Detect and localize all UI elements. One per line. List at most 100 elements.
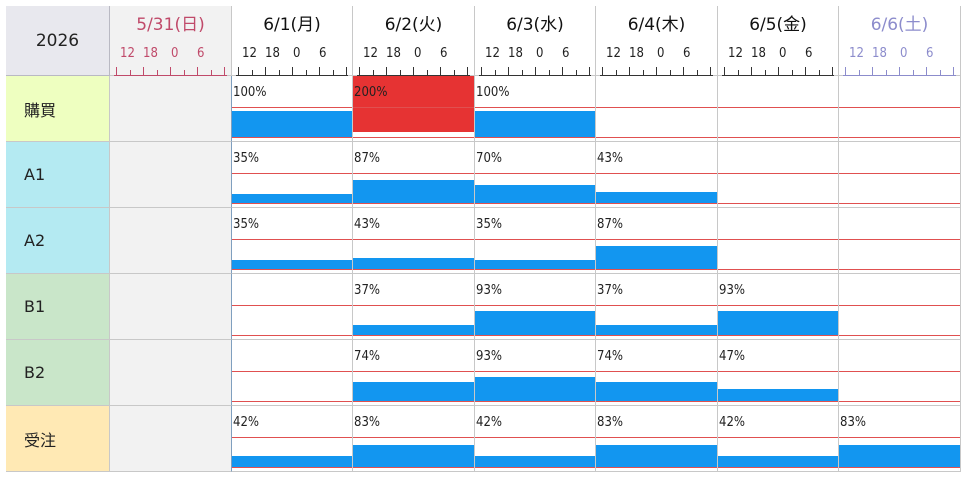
cell-midline (718, 305, 838, 306)
date-header[interactable]: 6/1(月) 12 18 0 6 (232, 6, 353, 76)
schedule-cell[interactable]: 42% (475, 406, 596, 472)
cell-baseline (718, 137, 838, 138)
load-bar (596, 192, 717, 203)
schedule-cell[interactable] (232, 340, 353, 406)
load-percent: 70% (476, 151, 502, 166)
schedule-cell[interactable] (839, 76, 961, 142)
load-percent: 200% (354, 85, 388, 100)
schedule-cell[interactable]: 83% (353, 406, 475, 472)
load-bar (596, 445, 717, 467)
schedule-cell[interactable]: 83% (839, 406, 961, 472)
hour-tick-label: 12 (242, 46, 257, 61)
cell-midline (718, 239, 838, 240)
schedule-cell[interactable]: 43% (596, 142, 718, 208)
hour-tick-mark (737, 70, 739, 76)
schedule-cell[interactable]: 42% (718, 406, 839, 472)
date-header[interactable]: 6/5(金) 12 18 0 6 (718, 6, 839, 76)
row-label[interactable]: B2 (6, 340, 110, 406)
schedule-cell[interactable] (596, 76, 718, 142)
schedule-cell[interactable]: 100% (232, 76, 353, 142)
date-header[interactable]: 5/31(日) 12 18 0 6 (110, 6, 232, 76)
hour-tick-label: 18 (508, 46, 523, 61)
load-bar (718, 456, 838, 467)
cell-midline (839, 107, 960, 108)
load-percent: 47% (719, 349, 745, 364)
schedule-cell[interactable]: 35% (475, 208, 596, 274)
cell-midline (353, 173, 474, 174)
schedule-cell[interactable]: 87% (353, 142, 475, 208)
date-header[interactable]: 6/3(水) 12 18 0 6 (475, 6, 596, 76)
row-label[interactable]: A2 (6, 208, 110, 274)
load-bar (353, 325, 474, 335)
hour-tick-mark (953, 67, 954, 76)
hour-tick-mark (575, 70, 577, 76)
schedule-cell[interactable]: 70% (475, 142, 596, 208)
cell-baseline (353, 467, 474, 468)
hour-tick-mark (845, 67, 846, 76)
sunday-cell (110, 208, 232, 274)
hour-tick-mark (210, 70, 212, 76)
schedule-cell[interactable]: 93% (718, 274, 839, 340)
sunday-cell (110, 76, 232, 142)
cell-midline (839, 239, 960, 240)
schedule-cell[interactable] (839, 208, 961, 274)
schedule-cell[interactable]: 43% (353, 208, 475, 274)
cell-baseline (475, 137, 595, 138)
schedule-cell[interactable] (839, 340, 961, 406)
hour-tick-label: 12 (120, 46, 135, 61)
date-header[interactable]: 6/6(土) 12 18 0 6 (839, 6, 961, 76)
cell-baseline (596, 335, 717, 336)
schedule-cell[interactable] (718, 76, 839, 142)
cell-midline (475, 371, 595, 372)
row-label[interactable]: 受注 (6, 406, 110, 472)
cell-baseline (232, 137, 352, 138)
schedule-cell[interactable] (718, 142, 839, 208)
schedule-cell[interactable]: 35% (232, 208, 353, 274)
hour-tick-mark (399, 70, 401, 76)
hour-tick-mark (453, 70, 455, 76)
load-percent: 83% (354, 415, 380, 430)
schedule-cell[interactable]: 74% (596, 340, 718, 406)
schedule-cell[interactable] (232, 274, 353, 340)
schedule-cell[interactable]: 93% (475, 274, 596, 340)
grid-right-margin (962, 6, 975, 478)
date-label: 6/6(土) (870, 15, 929, 35)
hour-tick-mark (926, 67, 927, 76)
schedule-cell[interactable]: 200% (353, 76, 475, 142)
schedule-cell[interactable]: 37% (353, 274, 475, 340)
schedule-cell[interactable] (839, 274, 961, 340)
schedule-cell[interactable]: 83% (596, 406, 718, 472)
cell-midline (596, 107, 717, 108)
load-bar (839, 445, 960, 467)
cell-midline (475, 305, 595, 306)
schedule-cell[interactable]: 74% (353, 340, 475, 406)
schedule-cell[interactable]: 47% (718, 340, 839, 406)
hour-tick-mark (548, 70, 550, 76)
cell-midline (232, 239, 352, 240)
cell-baseline (232, 203, 352, 204)
date-header[interactable]: 6/2(火) 12 18 0 6 (353, 6, 475, 76)
row-label[interactable]: A1 (6, 142, 110, 208)
schedule-cell[interactable]: 42% (232, 406, 353, 472)
load-bar (596, 246, 717, 269)
load-bar (475, 111, 595, 137)
schedule-cell[interactable]: 87% (596, 208, 718, 274)
schedule-cell[interactable]: 35% (232, 142, 353, 208)
date-header[interactable]: 6/4(木) 12 18 0 6 (596, 6, 718, 76)
cell-midline (596, 371, 717, 372)
load-bar (718, 389, 838, 401)
schedule-cell[interactable]: 93% (475, 340, 596, 406)
cell-midline (353, 107, 474, 108)
schedule-cell[interactable] (718, 208, 839, 274)
row-label[interactable]: 購買 (6, 76, 110, 142)
hour-tick-mark (710, 67, 711, 76)
schedule-cell[interactable]: 100% (475, 76, 596, 142)
hour-tick-label: 6 (440, 46, 448, 61)
load-percent: 42% (476, 415, 502, 430)
schedule-cell[interactable]: 37% (596, 274, 718, 340)
schedule-cell[interactable] (839, 142, 961, 208)
load-bar (475, 185, 595, 203)
cell-baseline (839, 269, 960, 270)
cell-midline (475, 437, 595, 438)
row-label[interactable]: B1 (6, 274, 110, 340)
